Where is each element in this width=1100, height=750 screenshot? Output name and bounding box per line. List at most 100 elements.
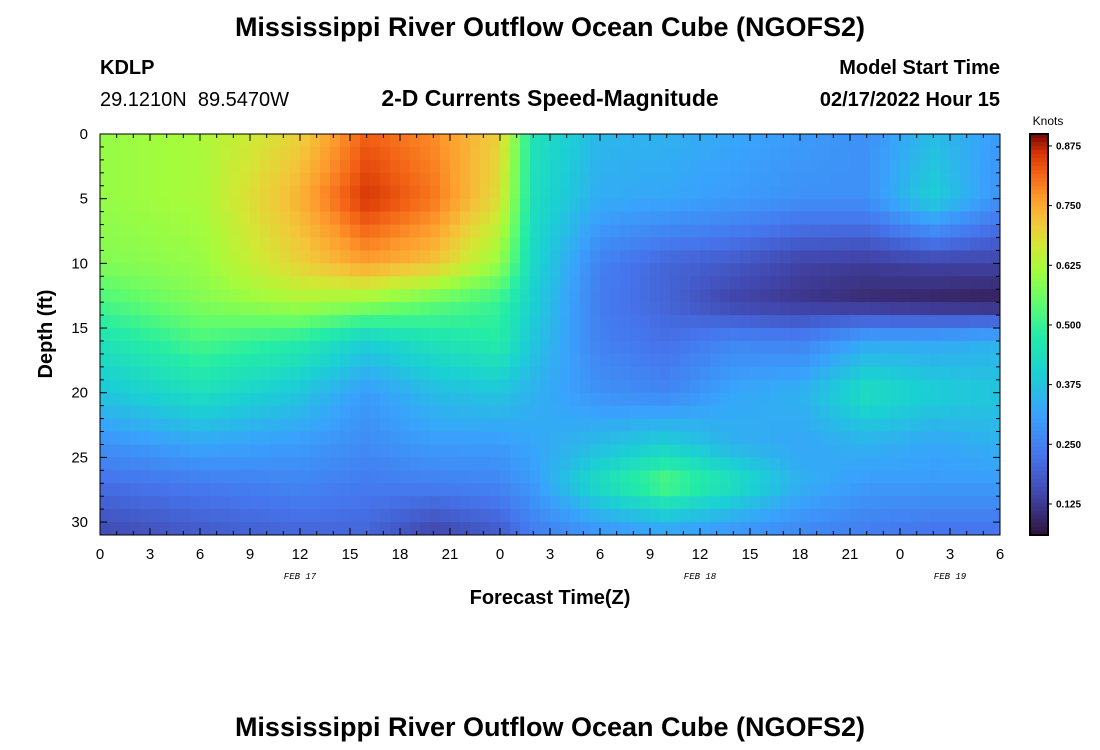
heatmap-cell [110,405,121,420]
heatmap-cell [160,250,171,264]
heatmap-cell [320,509,331,523]
heatmap-cell [230,483,241,497]
heatmap-cell [710,353,721,368]
heatmap-cell [400,457,411,471]
heatmap-cell [670,198,681,213]
heatmap-cell [790,172,801,187]
heatmap-cell [900,509,911,523]
heatmap-cell [150,146,161,161]
heatmap-cell [320,366,331,381]
heatmap-cell [130,315,141,329]
heatmap-cell [980,146,991,161]
heatmap-cell [890,237,901,252]
heatmap-cell [180,159,191,174]
heatmap-cell [590,392,601,407]
heatmap-cell [930,340,941,355]
heatmap-cell [750,159,761,174]
heatmap-cell [850,276,861,290]
heatmap-cell [760,392,771,407]
heatmap-cell [340,431,351,446]
heatmap-cell [230,392,241,407]
heatmap-cell [600,418,611,433]
heatmap-cell [850,211,861,226]
heatmap-cell [640,302,651,316]
heatmap-cell [640,392,651,407]
heatmap-cell [700,276,711,290]
heatmap-cell [360,405,371,420]
heatmap-cell [860,483,871,497]
heatmap-cell [700,224,711,239]
heatmap-cell [150,198,161,213]
heatmap-cell [770,431,781,446]
heatmap-cell [570,289,581,303]
colorbar [1030,134,1048,536]
heatmap-cell [390,366,401,381]
heatmap-cell [660,418,671,433]
heatmap-cell [870,159,881,174]
heatmap-cell [710,328,721,342]
heatmap-cell [250,198,261,213]
heatmap-cell [120,340,131,355]
heatmap-cell [100,328,111,342]
heatmap-cell [380,289,391,303]
heatmap-cell [920,211,931,226]
heatmap-cell [170,405,181,420]
heatmap-cell [540,470,551,484]
heatmap-cell [800,418,811,433]
heatmap-cell [510,315,521,329]
heatmap-cell [520,457,531,471]
heatmap-cell [630,146,641,161]
heatmap-cell [270,444,281,458]
heatmap-cell [560,328,571,342]
heatmap-cell [560,302,571,316]
heatmap-cell [570,522,581,535]
heatmap-cell [870,172,881,187]
heatmap-cell [560,405,571,420]
heatmap-cell [500,483,511,497]
heatmap-cell [190,185,201,200]
heatmap-cell [510,237,521,252]
heatmap-cell [140,134,151,148]
heatmap-cell [780,224,791,239]
heatmap-cell [760,457,771,471]
heatmap-cell [520,159,531,174]
heatmap-cell [730,328,741,342]
heatmap-cell [850,172,861,187]
heatmap-cell [170,263,181,277]
heatmap-cell [230,185,241,200]
heatmap-cell [360,276,371,290]
heatmap-cell [480,159,491,174]
heatmap-cell [300,457,311,471]
heatmap-cell [990,496,1000,510]
heatmap-cell [510,172,521,187]
heatmap-cell [340,302,351,316]
heatmap-cell [140,263,151,277]
heatmap-cell [380,237,391,252]
heatmap-cell [880,237,891,252]
heatmap-cell [100,198,111,213]
heatmap-cell [450,315,461,329]
heatmap-cell [210,263,221,277]
heatmap-cell [660,340,671,355]
heatmap-cell [470,522,481,535]
heatmap-cell [260,263,271,277]
heatmap-cell [100,418,111,433]
heatmap-cell [270,263,281,277]
heatmap-cell [640,211,651,226]
heatmap-cell [920,146,931,161]
heatmap-cell [120,263,131,277]
heatmap-cell [270,237,281,252]
heatmap-cell [460,237,471,252]
heatmap-cell [910,418,921,433]
heatmap-cell [550,315,561,329]
heatmap-cell [960,134,971,148]
heatmap-cell [410,483,421,497]
heatmap-cell [150,289,161,303]
heatmap-cell [140,379,151,394]
heatmap-cell [740,237,751,252]
colorbar-segment [1030,142,1048,147]
heatmap-cell [650,159,661,174]
heatmap-cell [870,444,881,458]
heatmap-cell [770,276,781,290]
heatmap-cell [140,353,151,368]
